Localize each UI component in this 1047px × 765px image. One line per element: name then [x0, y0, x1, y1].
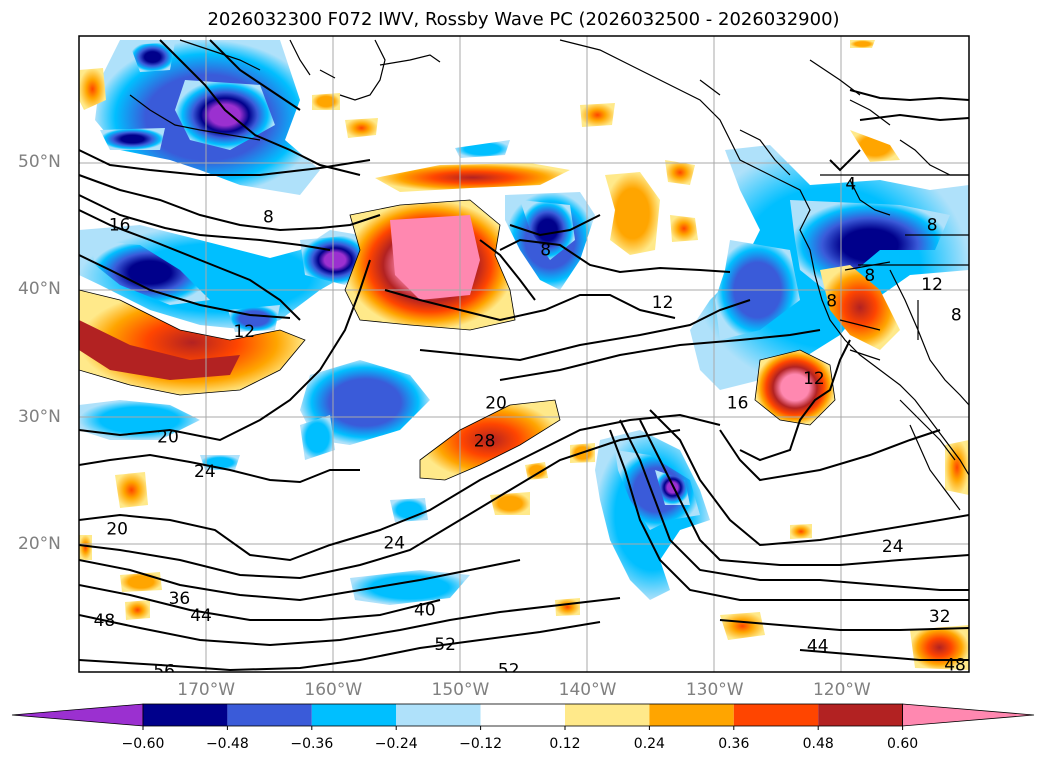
contour-label: 36	[169, 589, 191, 609]
colorbar-tick-label: −0.12	[459, 736, 503, 752]
colorbar-tick-label: 0.48	[802, 736, 834, 752]
coastlines	[129, 39, 969, 511]
contour-label: 12	[803, 369, 825, 389]
contour-label: 12	[652, 293, 674, 313]
colorbar-tick-label: 0.60	[887, 736, 919, 752]
contour-label: 24	[383, 533, 405, 553]
contour-label: 8	[826, 292, 837, 312]
contour-labels: 16 81220242036444856244052522820812161288…	[94, 175, 966, 682]
colorbar-segment	[227, 704, 312, 726]
colorbar-tick-label: −0.48	[205, 736, 249, 752]
contour-label: 16	[727, 393, 749, 413]
anomaly-outlines	[79, 199, 836, 481]
contour-label: 28	[474, 431, 496, 451]
colorbar-tick-label: 0.24	[633, 736, 665, 752]
lon-label: 140°W	[558, 680, 617, 700]
lon-label: 130°W	[685, 680, 744, 700]
colorbar-tick-label: −0.24	[374, 736, 418, 752]
colorbar-extend-max	[902, 703, 1035, 727]
iwv-contours	[79, 39, 969, 672]
contour-label: 44	[807, 636, 829, 656]
map-frame	[78, 35, 970, 673]
colorbar-extend-min	[11, 703, 144, 727]
lon-label: 170°W	[177, 680, 236, 700]
contour-label: 24	[882, 537, 904, 557]
lat-label: 30°N	[18, 406, 61, 427]
colorbar-segment	[818, 704, 903, 726]
lon-label: 150°W	[431, 680, 490, 700]
contour-label: 32	[929, 607, 951, 627]
contour-label: 20	[485, 393, 507, 413]
contour-label: 12	[233, 322, 255, 342]
colorbar-segment	[396, 704, 481, 726]
lon-label: 160°W	[304, 680, 363, 700]
contour-label: 8	[263, 208, 274, 228]
contour-label: 8	[540, 241, 551, 261]
colorbar-segment	[480, 704, 565, 726]
contour-label: 44	[190, 606, 212, 626]
contour-label: 8	[864, 266, 875, 286]
colorbar	[11, 703, 1035, 730]
colorbar-tick-label: −0.60	[121, 736, 165, 752]
lat-label: 20°N	[18, 533, 61, 554]
contour-label: 48	[944, 655, 966, 675]
colorbar-frame	[142, 703, 903, 727]
lon-label: 120°W	[812, 680, 871, 700]
contour-label: 4	[845, 175, 856, 195]
contour-label: 24	[194, 462, 216, 482]
contour-label: 8	[951, 306, 962, 326]
colorbar-segment	[565, 704, 650, 726]
contour-label: 12	[921, 275, 943, 295]
contour-label: 40	[414, 601, 436, 621]
colorbar-tick-label: 0.12	[549, 736, 581, 752]
colorbar-segment	[733, 704, 819, 726]
contour-label: 56	[153, 662, 175, 682]
colorbar-segment	[311, 704, 397, 726]
colorbar-tick-label: −0.36	[290, 736, 334, 752]
contour-label: 16	[109, 215, 131, 235]
lat-label: 40°N	[18, 279, 61, 300]
map-title: 2026032300 F072 IWV, Rossby Wave PC (202…	[207, 9, 840, 30]
colorbar-segment	[649, 704, 734, 726]
contour-label: 20	[157, 428, 179, 448]
contour-label: 52	[498, 660, 520, 680]
colorbar-segment	[143, 704, 228, 726]
contour-label: 52	[434, 635, 456, 655]
contour-label: 20	[106, 519, 128, 539]
lat-label: 50°N	[18, 152, 61, 173]
contour-label: 8	[927, 215, 938, 235]
colorbar-tick-label: 0.36	[718, 736, 750, 752]
contour-label: 48	[94, 611, 116, 631]
